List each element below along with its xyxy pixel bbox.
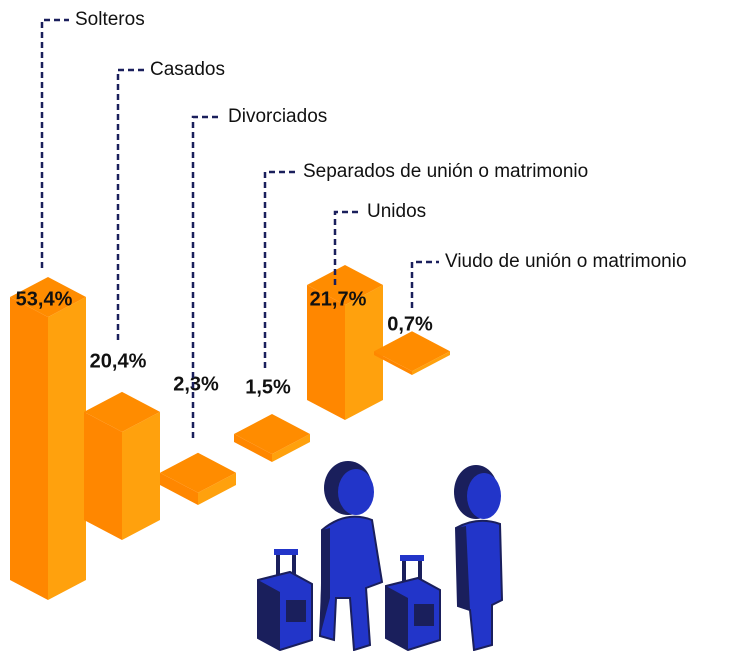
- category-label: Solteros: [75, 9, 145, 30]
- bar: [307, 264, 383, 420]
- value-label: 0,7%: [387, 313, 433, 335]
- bar-top-face: [374, 331, 450, 372]
- leader-line: [40, 18, 69, 268]
- bar-left-face: [10, 296, 48, 600]
- leader-line: [333, 210, 361, 285]
- category-label: Unidos: [367, 201, 426, 222]
- bar-left-face: [374, 351, 412, 375]
- bar: [374, 331, 450, 375]
- leader-line: [191, 115, 222, 438]
- value-label: 21,7%: [310, 288, 367, 310]
- bar-top-face: [307, 264, 383, 305]
- bar-left-face: [160, 472, 198, 505]
- bar-right-face: [122, 411, 160, 540]
- category-label: Separados de unión o matrimonio: [303, 161, 588, 182]
- bar-top-face: [10, 276, 86, 317]
- bar-left-face: [84, 411, 122, 540]
- bar-top-face: [84, 391, 160, 432]
- value-label: 1,5%: [245, 376, 291, 398]
- leader-line: [263, 170, 297, 368]
- bar: [234, 414, 310, 462]
- leader-line: [116, 68, 144, 340]
- bar: [84, 391, 160, 540]
- category-label: Casados: [150, 59, 225, 80]
- bar-right-face: [272, 434, 310, 462]
- bar: [10, 276, 86, 600]
- value-label: 53,4%: [16, 288, 73, 310]
- bar-left-face: [307, 284, 345, 420]
- bar-right-face: [198, 472, 236, 505]
- bar-right-face: [48, 296, 86, 600]
- travelers-illustration: [257, 461, 504, 651]
- bar-right-face: [412, 351, 450, 375]
- bar-left-face: [234, 434, 272, 462]
- bar-top-face: [160, 452, 236, 493]
- value-label: 2,3%: [173, 373, 219, 395]
- value-label: 20,4%: [90, 350, 147, 372]
- bar: [160, 452, 236, 505]
- category-label: Divorciados: [228, 106, 327, 127]
- bar-right-face: [345, 284, 383, 420]
- category-label: Viudo de unión o matrimonio: [445, 251, 687, 272]
- leader-line: [410, 260, 439, 308]
- bar-top-face: [234, 414, 310, 455]
